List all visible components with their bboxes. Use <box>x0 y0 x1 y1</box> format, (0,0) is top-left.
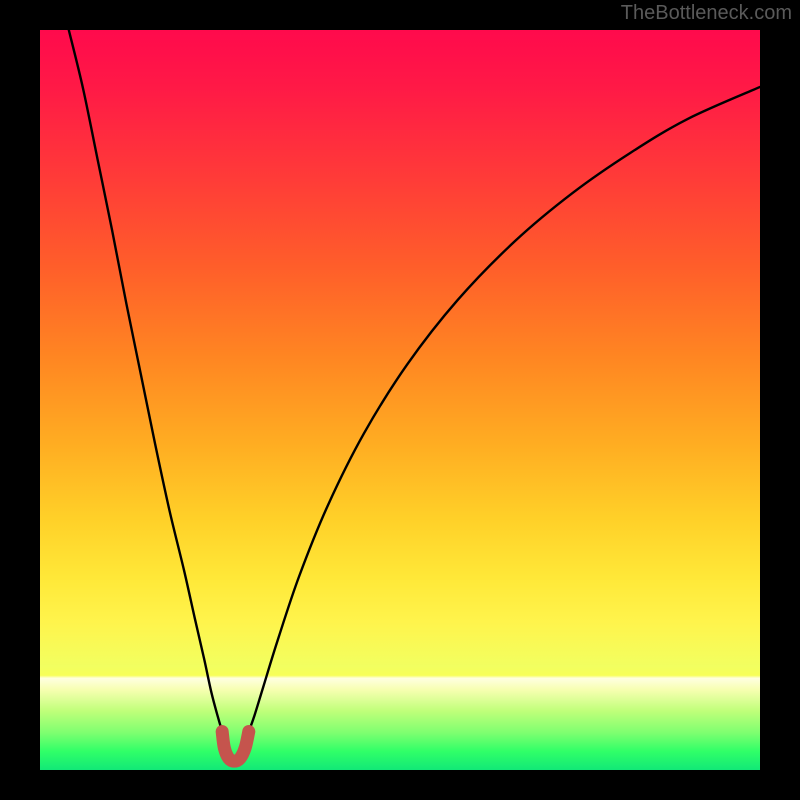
chart-svg <box>0 0 800 800</box>
plot-background <box>40 30 760 770</box>
attribution-text: TheBottleneck.com <box>621 2 792 25</box>
chart-stage: TheBottleneck.com <box>0 0 800 800</box>
